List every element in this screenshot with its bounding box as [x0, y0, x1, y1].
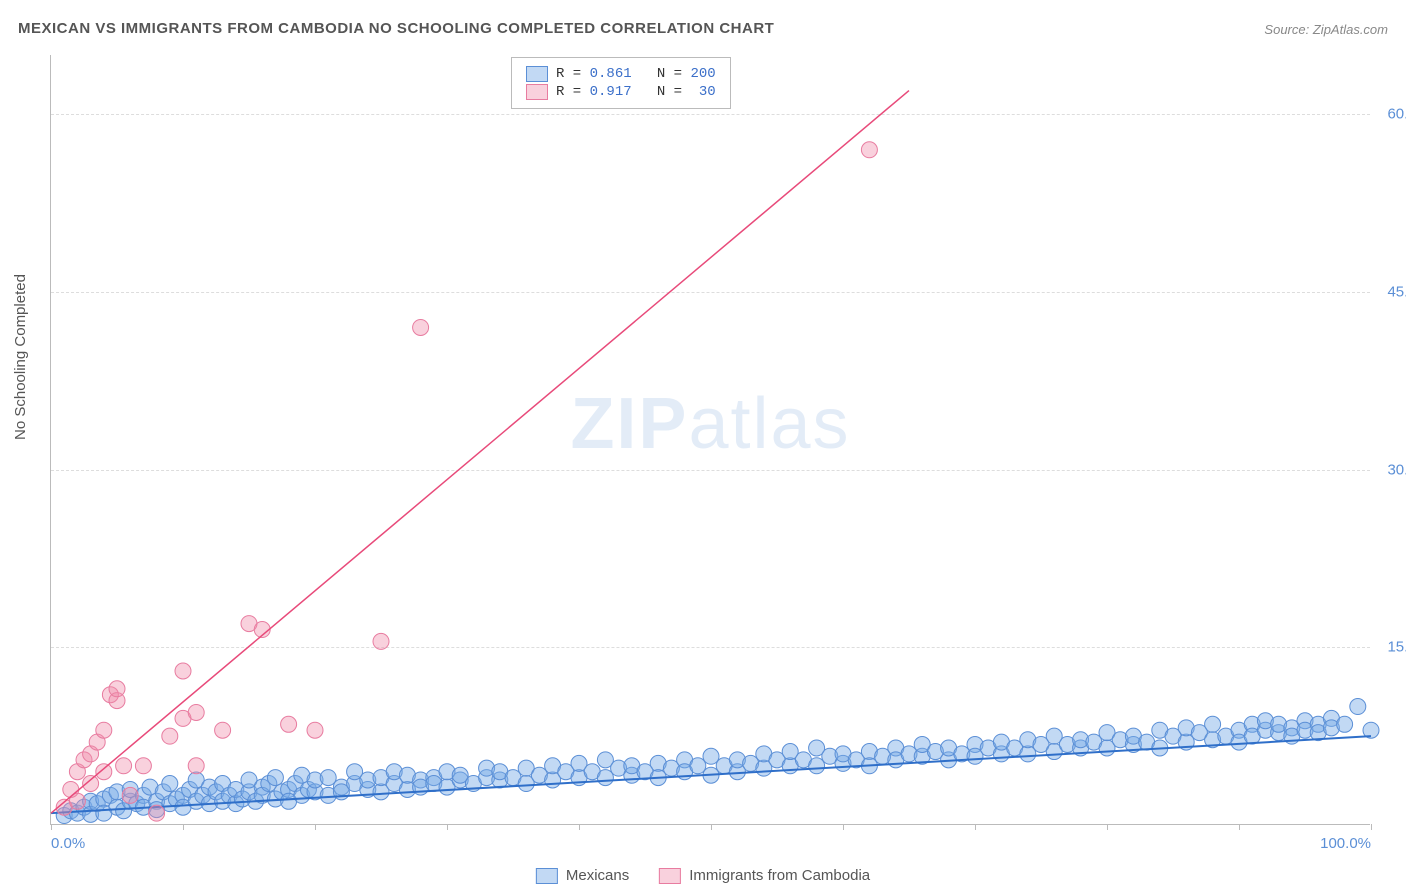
- legend-item-mexicans: Mexicans: [536, 867, 629, 884]
- data-point: [413, 319, 429, 335]
- data-point: [175, 663, 191, 679]
- data-point: [373, 633, 389, 649]
- legend-item-cambodia: Immigrants from Cambodia: [659, 867, 870, 884]
- data-point: [809, 758, 825, 774]
- stats-row-mexicans: R = 0.861 N = 200: [526, 66, 716, 82]
- swatch-icon: [536, 868, 558, 884]
- data-point: [281, 716, 297, 732]
- data-point: [109, 681, 125, 697]
- y-tick-label: 15.0%: [1387, 639, 1406, 656]
- data-point: [96, 722, 112, 738]
- x-tick-label: 100.0%: [1320, 835, 1371, 852]
- data-point: [307, 722, 323, 738]
- data-point: [116, 758, 132, 774]
- data-point: [149, 805, 165, 821]
- x-tick-label: 0.0%: [51, 835, 85, 852]
- source-attribution: Source: ZipAtlas.com: [1264, 22, 1388, 37]
- legend-label: Mexicans: [566, 867, 629, 884]
- swatch-icon: [659, 868, 681, 884]
- stats-row-cambodia: R = 0.917 N = 30: [526, 84, 716, 100]
- y-tick-label: 45.0%: [1387, 283, 1406, 300]
- y-axis-label: No Schooling Completed: [12, 274, 29, 440]
- data-point: [188, 704, 204, 720]
- data-point: [162, 728, 178, 744]
- stats-text: R = 0.861 N = 200: [556, 66, 716, 82]
- legend-label: Immigrants from Cambodia: [689, 867, 870, 884]
- data-point: [1350, 699, 1366, 715]
- data-point: [690, 758, 706, 774]
- plot-area: ZIPatlas 15.0%30.0%45.0%60.0% R = 0.861 …: [50, 55, 1370, 825]
- data-point: [162, 776, 178, 792]
- trend-line: [51, 91, 909, 814]
- data-point: [135, 758, 151, 774]
- y-tick-label: 60.0%: [1387, 106, 1406, 123]
- data-point: [1205, 716, 1221, 732]
- correlation-chart: MEXICAN VS IMMIGRANTS FROM CAMBODIA NO S…: [0, 0, 1406, 892]
- source-link[interactable]: ZipAtlas.com: [1313, 22, 1388, 37]
- stats-legend: R = 0.861 N = 200 R = 0.917 N = 30: [511, 57, 731, 109]
- data-point: [320, 770, 336, 786]
- data-point: [267, 770, 283, 786]
- data-point: [96, 764, 112, 780]
- data-point: [597, 770, 613, 786]
- swatch-cambodia: [526, 84, 548, 100]
- scatter-svg: [51, 55, 1370, 824]
- data-point: [703, 748, 719, 764]
- data-point: [1337, 716, 1353, 732]
- series-legend: Mexicans Immigrants from Cambodia: [536, 867, 870, 884]
- data-point: [861, 142, 877, 158]
- data-point: [215, 722, 231, 738]
- chart-title: MEXICAN VS IMMIGRANTS FROM CAMBODIA NO S…: [18, 20, 774, 37]
- stats-text: R = 0.917 N = 30: [556, 84, 716, 100]
- data-point: [1020, 746, 1036, 762]
- source-label: Source:: [1264, 22, 1309, 37]
- data-point: [122, 787, 138, 803]
- swatch-mexicans: [526, 66, 548, 82]
- y-tick-label: 30.0%: [1387, 461, 1406, 478]
- data-point: [188, 758, 204, 774]
